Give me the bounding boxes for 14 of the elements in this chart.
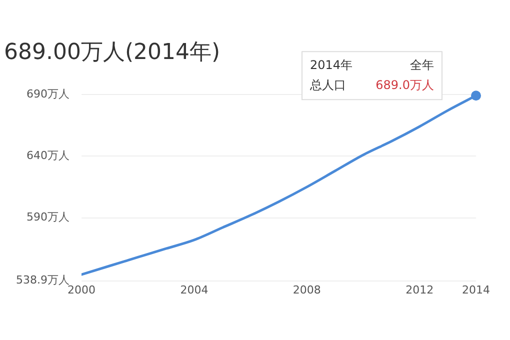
text: 2014年 xyxy=(310,58,353,72)
x-tick-label: 2012 xyxy=(406,283,434,296)
chart-title: 689.00万人(2014年) xyxy=(4,40,220,65)
y-tick-label: 640万人 xyxy=(26,148,70,162)
text: 总人口 xyxy=(309,78,346,92)
text: 689.0万人 xyxy=(376,78,434,92)
x-tick-label: 2000 xyxy=(67,283,96,296)
x-tick-label: 2008 xyxy=(292,283,321,296)
x-tick-label: 2004 xyxy=(180,283,208,296)
text: 全年 xyxy=(410,58,434,72)
x-tick-label: 2014 xyxy=(462,283,490,296)
y-tick-label: 690万人 xyxy=(26,87,70,100)
y-tick-label: 538.9万人 xyxy=(16,274,70,287)
y-tick-label: 590万人 xyxy=(26,210,70,224)
